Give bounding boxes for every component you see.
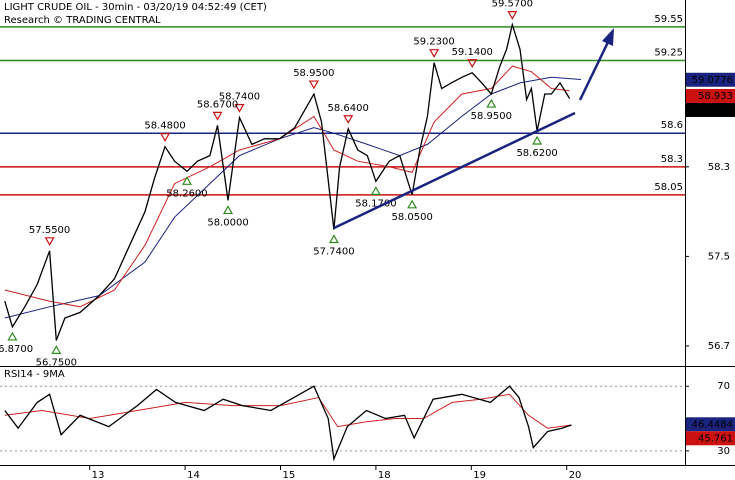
price-tag-label: 58.91 bbox=[704, 105, 733, 116]
resistance-marker bbox=[308, 80, 319, 90]
price-tag bbox=[686, 72, 735, 87]
annotation-label: 58.9500 bbox=[293, 68, 334, 79]
annotation-label: 58.9500 bbox=[471, 111, 512, 122]
annotation-label: 58.0500 bbox=[391, 212, 432, 223]
resistance-marker bbox=[343, 115, 354, 124]
support-marker bbox=[7, 331, 18, 341]
annotation-label: 59.2300 bbox=[413, 37, 454, 48]
y-tick-label: 70 bbox=[717, 381, 730, 392]
support-marker bbox=[181, 176, 193, 185]
y-tick-label: 57.5 bbox=[708, 251, 730, 262]
annotation-label: 58.1700 bbox=[355, 198, 396, 209]
annotation-label: 57.7400 bbox=[313, 247, 354, 258]
support-marker bbox=[532, 135, 543, 145]
arrow-head bbox=[602, 28, 614, 46]
level-label: 58.3 bbox=[661, 154, 683, 165]
support-marker bbox=[486, 98, 497, 108]
rsi-title: RSI14 - 9MA bbox=[4, 369, 65, 380]
x-tick-label: 20 bbox=[569, 470, 582, 480]
level-label: 58.05 bbox=[654, 182, 683, 193]
annotation-label: 58.6400 bbox=[328, 103, 369, 114]
trend-line bbox=[333, 111, 576, 230]
resistance-marker bbox=[507, 11, 518, 20]
x-tick-label: 18 bbox=[378, 470, 391, 480]
annotation-label: 58.0000 bbox=[207, 217, 248, 228]
x-tick-label: 15 bbox=[282, 470, 295, 480]
support-marker bbox=[407, 199, 418, 209]
x-tick-label: 13 bbox=[92, 470, 105, 480]
price-tag bbox=[686, 417, 735, 432]
forecast-arrow bbox=[578, 37, 612, 101]
annotation-label: 57.5500 bbox=[29, 225, 70, 236]
x-tick-label: 19 bbox=[473, 470, 486, 480]
resistance-marker bbox=[160, 133, 171, 142]
price-tag bbox=[686, 431, 735, 446]
annotation-label: 59.1400 bbox=[452, 47, 493, 58]
annotation-label: 58.6200 bbox=[516, 148, 557, 159]
annotation-label: 58.7400 bbox=[219, 92, 260, 103]
resistance-marker bbox=[467, 59, 478, 68]
series-line bbox=[4, 76, 582, 319]
y-tick-label: 30 bbox=[717, 446, 730, 457]
level-label: 58.6 bbox=[661, 120, 683, 131]
support-marker bbox=[370, 186, 381, 195]
price-tag-label: 59.0776 bbox=[692, 75, 733, 86]
support-marker bbox=[328, 234, 339, 244]
annotation-label: 58.2600 bbox=[166, 188, 207, 199]
resistance-marker bbox=[44, 237, 55, 247]
support-marker bbox=[222, 205, 234, 215]
resistance-marker bbox=[212, 111, 223, 121]
series-line bbox=[4, 385, 572, 462]
price-tag-label: 58.933 bbox=[698, 91, 733, 102]
price-tag-label: 45.761 bbox=[698, 433, 733, 444]
y-tick-label: 56.7 bbox=[708, 341, 730, 352]
level-label: 59.55 bbox=[654, 14, 683, 25]
resistance-marker bbox=[234, 103, 245, 113]
annotation-label: 58.4800 bbox=[144, 121, 185, 132]
price-tag bbox=[686, 102, 735, 117]
chart-title: LIGHT CRUDE OIL - 30min - 03/20/19 04:52… bbox=[4, 2, 267, 13]
annotation-label: 56.7500 bbox=[36, 357, 77, 368]
annotation-label: 58.6700 bbox=[197, 99, 238, 110]
annotation-label: 56.8700 bbox=[0, 344, 33, 355]
y-tick-label: 58.3 bbox=[708, 162, 730, 173]
x-tick-label: 14 bbox=[187, 470, 200, 480]
level-label: 59.25 bbox=[654, 47, 683, 58]
chart-subtitle: Research © TRADING CENTRAL bbox=[4, 15, 161, 26]
resistance-marker bbox=[429, 49, 440, 58]
series-line bbox=[4, 22, 571, 341]
series-line bbox=[4, 65, 570, 308]
price-tag-label: 46.4484 bbox=[692, 419, 733, 430]
annotation-label: 59.5700 bbox=[492, 0, 533, 10]
price-tag bbox=[686, 88, 735, 103]
support-marker bbox=[51, 345, 62, 354]
